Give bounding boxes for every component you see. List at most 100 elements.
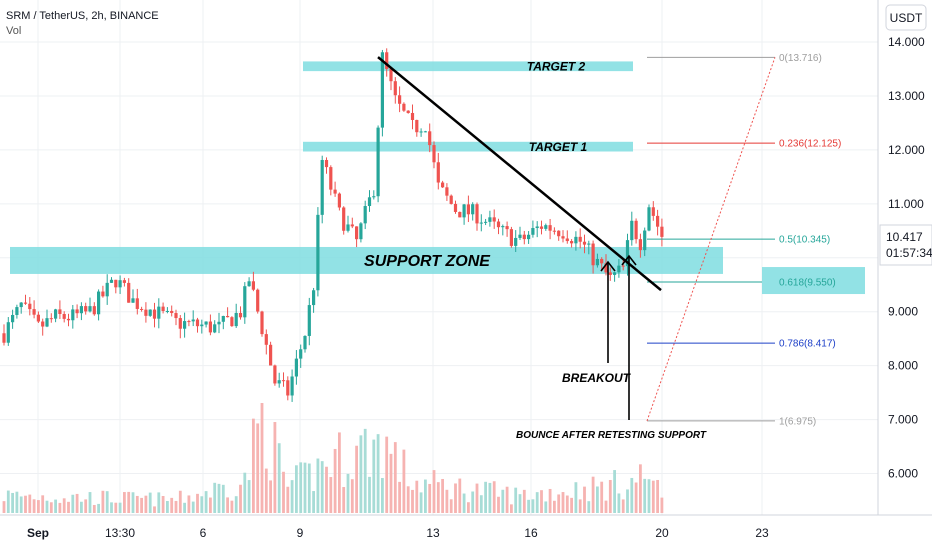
candle-body — [11, 314, 15, 323]
price-tick-label: 9.000 — [888, 305, 918, 319]
candle-body — [178, 318, 182, 329]
volume-bar — [11, 492, 14, 513]
volume-bar — [535, 492, 539, 513]
candle-body — [105, 282, 109, 297]
candle-body — [170, 310, 174, 314]
volume-bar — [424, 479, 427, 513]
candle-body — [213, 324, 217, 333]
candle-body — [281, 380, 286, 382]
volume-bar — [92, 504, 96, 513]
time-tick-label: 6 — [200, 526, 207, 540]
zone-label-support-zone: SUPPORT ZONE — [364, 253, 491, 270]
descending-trendline — [377, 56, 662, 292]
volume-bar — [338, 432, 341, 513]
candle-body — [557, 230, 561, 237]
candle-body — [84, 306, 88, 312]
volume-bar — [428, 483, 432, 513]
candle-body — [312, 290, 316, 306]
candle-body — [406, 110, 410, 113]
volume-bar — [166, 501, 169, 513]
volume-bar — [80, 501, 83, 513]
volume-bar — [320, 461, 324, 513]
candle-body — [419, 131, 423, 133]
candle-body — [144, 309, 148, 316]
candle-body — [140, 308, 144, 310]
candle-body — [329, 167, 333, 190]
breakout-label: BREAKOUT — [562, 371, 632, 385]
candle-body — [66, 318, 71, 321]
volume-bar — [325, 466, 328, 513]
symbol-title[interactable]: SRM / TetherUS, 2h, BINANCE — [6, 10, 159, 22]
volume-bar — [617, 493, 621, 513]
fib-trend-dotted-line — [646, 57, 776, 422]
candle-body — [307, 305, 311, 336]
bounce-label: BOUNCE AFTER RETESTING SUPPORT — [516, 430, 707, 441]
volume-bar — [613, 470, 616, 513]
currency-badge — [885, 4, 927, 31]
volume-bar — [621, 499, 625, 513]
volume-bar — [269, 480, 272, 513]
candle-body — [484, 221, 488, 223]
candle-body — [49, 318, 53, 320]
candle-body — [251, 281, 255, 290]
candle-body — [204, 321, 208, 325]
fib-label: 0.786(8.417) — [779, 339, 836, 350]
volume-bar — [445, 489, 449, 513]
candle-body — [574, 236, 578, 244]
volume-bar — [329, 477, 333, 513]
volume-bar — [553, 500, 556, 513]
volume-bar — [596, 486, 599, 513]
candle-body — [161, 306, 165, 312]
candle-body — [2, 333, 6, 343]
breakout-arrow-head — [600, 260, 616, 272]
volume-bar — [505, 486, 509, 513]
volume-bar — [458, 478, 462, 513]
candle-body — [488, 217, 492, 222]
candle-body — [617, 265, 621, 273]
candle-body — [548, 225, 552, 231]
candle-body — [247, 281, 251, 287]
volume-bar — [578, 499, 582, 513]
candle-body — [92, 306, 96, 315]
last-price-label: 10.417 — [886, 230, 923, 244]
candle-body — [273, 365, 277, 384]
volume-bar — [630, 477, 634, 513]
volume-bar — [252, 418, 255, 513]
volume-bar — [110, 502, 113, 513]
volume-bar — [385, 436, 389, 513]
volume-bar — [527, 499, 530, 513]
volume-bar — [548, 488, 552, 513]
volume-bar — [174, 500, 178, 513]
volume-bar — [264, 468, 268, 513]
volume-bar — [522, 489, 526, 513]
candle-body — [402, 103, 406, 111]
candle-body — [350, 224, 354, 227]
time-tick-label: 13:30 — [105, 526, 135, 540]
time-tick-label: 9 — [297, 526, 304, 540]
candle-body — [58, 309, 62, 314]
volume-bar — [183, 502, 186, 513]
trendline-layer[interactable] — [377, 56, 662, 292]
volume-bar — [6, 490, 10, 513]
candle-body — [582, 241, 587, 245]
volume-bar — [140, 497, 143, 513]
volume-bar — [381, 478, 384, 513]
volume-bar — [583, 486, 586, 513]
arrow-layer[interactable]: BREAKOUT BOUNCE AFTER RETESTING SUPPORT — [516, 254, 707, 441]
candle-body — [217, 321, 221, 325]
volume-bar — [148, 492, 152, 513]
annotation-zones[interactable]: TARGET 2 TARGET 1 SUPPORT ZONE — [10, 60, 723, 274]
candle-body — [359, 223, 363, 240]
price-tick-label: 14.000 — [888, 35, 925, 49]
fib-retracement[interactable]: 0(13.716) 0.236(12.125) 0.5(10.345) 0.618(9… — [646, 53, 865, 428]
candle-body — [127, 282, 131, 303]
volume-bar — [97, 503, 100, 513]
volume-bar — [376, 434, 380, 513]
price-tick-label: 6.000 — [888, 467, 918, 481]
volume-bar — [350, 479, 354, 513]
volume-bar — [398, 481, 401, 513]
candle-body — [45, 318, 49, 327]
